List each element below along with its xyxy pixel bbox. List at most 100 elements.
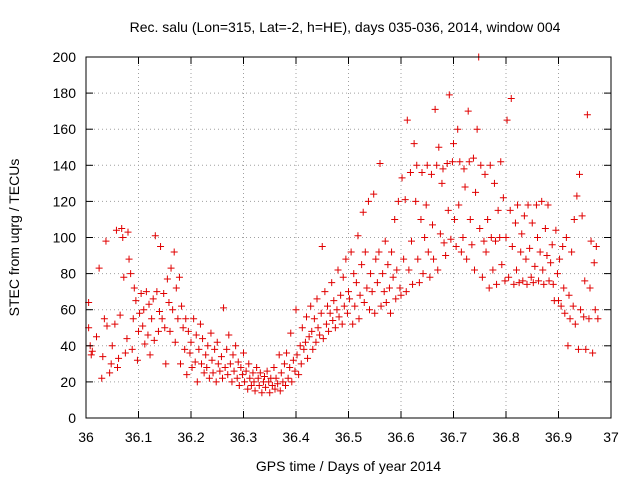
data-point	[555, 297, 562, 305]
data-point	[364, 197, 372, 205]
data-point	[396, 284, 404, 292]
data-point	[484, 215, 492, 223]
data-point	[413, 161, 421, 169]
data-point	[508, 243, 516, 251]
data-point	[536, 248, 544, 256]
data-point	[401, 196, 409, 204]
data-point	[108, 342, 116, 350]
data-point	[456, 158, 464, 166]
data-point	[277, 369, 285, 377]
data-point	[366, 306, 373, 314]
data-point	[481, 170, 489, 178]
data-point	[212, 378, 220, 386]
data-point	[287, 329, 295, 337]
data-point	[130, 284, 138, 292]
data-point	[433, 161, 441, 169]
data-point	[461, 183, 469, 191]
data-point	[514, 201, 522, 209]
data-point	[220, 304, 228, 312]
data-point	[300, 345, 308, 353]
data-point	[464, 107, 472, 115]
data-point	[561, 309, 569, 317]
data-point	[157, 243, 165, 251]
data-point	[106, 369, 114, 377]
data-point	[494, 206, 502, 214]
data-point	[421, 234, 429, 241]
data-point	[274, 380, 282, 388]
data-point	[422, 201, 430, 209]
data-point	[439, 165, 447, 173]
x-tick-label: 36.5	[335, 429, 362, 445]
data-point	[414, 255, 422, 263]
data-point	[582, 345, 590, 353]
data-point	[158, 315, 166, 323]
data-point	[526, 244, 534, 252]
data-point	[328, 279, 336, 287]
data-point	[487, 234, 495, 241]
y-tick-label: 200	[53, 49, 77, 65]
x-tick-label: 36	[78, 429, 94, 445]
y-tick-label: 120	[53, 193, 77, 209]
data-point	[585, 315, 593, 323]
data-point	[510, 280, 518, 288]
data-point	[528, 219, 536, 227]
data-point	[505, 273, 513, 281]
data-point	[237, 363, 245, 371]
data-point	[214, 360, 222, 368]
data-point	[415, 279, 423, 287]
data-point	[124, 228, 132, 236]
data-point	[136, 309, 144, 317]
data-point	[573, 192, 581, 200]
data-points	[85, 53, 602, 397]
data-point	[391, 215, 399, 223]
data-point	[309, 345, 317, 353]
data-point	[167, 264, 175, 272]
data-point	[429, 221, 436, 229]
data-point	[424, 248, 432, 256]
data-point	[566, 315, 574, 323]
data-point	[275, 351, 283, 359]
data-point	[506, 206, 514, 214]
data-point	[501, 277, 509, 285]
data-point	[140, 306, 148, 314]
data-point	[581, 277, 589, 285]
data-point	[316, 331, 324, 339]
data-point	[451, 215, 459, 223]
data-point	[234, 358, 242, 366]
data-point	[102, 237, 110, 245]
data-point	[305, 333, 313, 341]
data-point	[541, 224, 549, 232]
data-point	[409, 280, 417, 288]
data-point	[472, 188, 480, 196]
data-point	[191, 358, 199, 366]
data-point	[289, 356, 297, 364]
data-point	[460, 165, 468, 173]
data-point	[268, 382, 276, 390]
data-point	[497, 158, 505, 166]
data-point	[205, 374, 213, 382]
data-point	[503, 116, 511, 124]
data-point	[406, 169, 414, 177]
data-point	[129, 315, 137, 323]
data-point	[283, 349, 291, 357]
data-point	[538, 197, 546, 205]
data-point	[570, 215, 578, 223]
data-point	[465, 158, 473, 166]
data-point	[286, 363, 294, 371]
data-point	[170, 248, 178, 256]
data-point	[486, 161, 494, 169]
data-point	[207, 329, 215, 337]
data-point	[178, 302, 186, 310]
data-point	[198, 360, 205, 368]
data-point	[230, 367, 238, 375]
data-point	[115, 354, 123, 362]
data-point	[128, 345, 136, 353]
data-point	[172, 284, 180, 292]
data-point	[519, 277, 527, 285]
data-point	[359, 208, 367, 216]
data-point	[270, 363, 278, 371]
data-point	[507, 95, 515, 103]
data-point	[95, 264, 103, 272]
data-point	[568, 248, 576, 256]
